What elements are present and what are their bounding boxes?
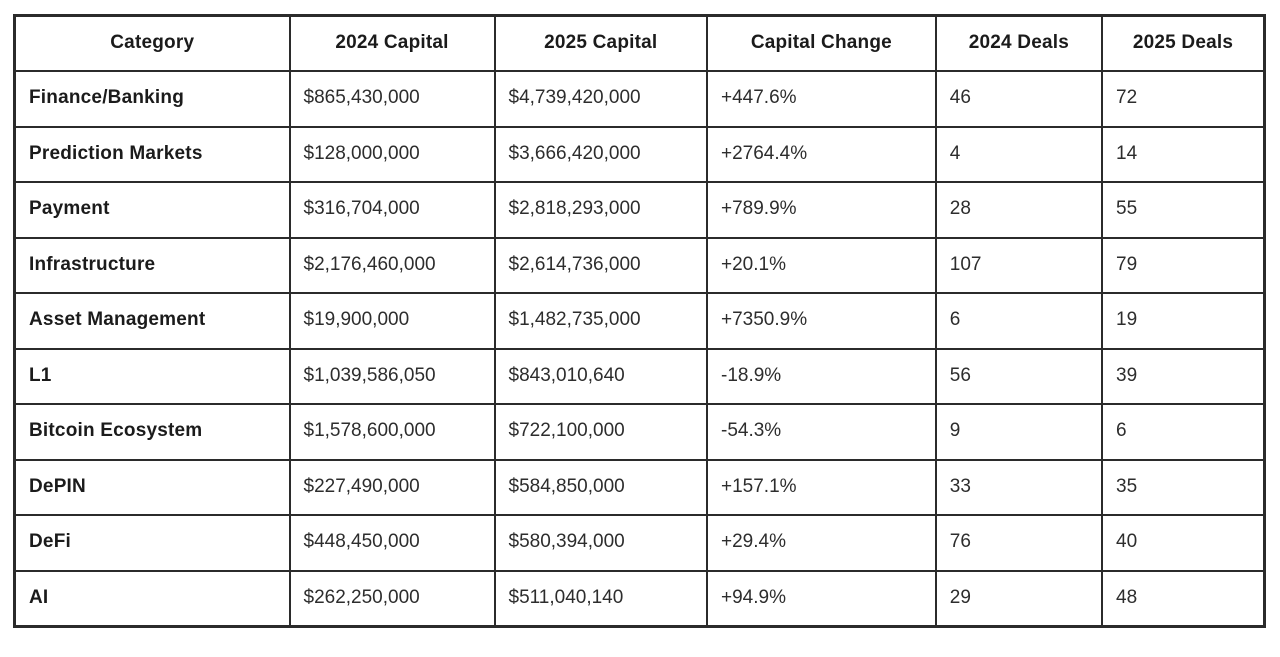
table-header: Category 2024 Capital 2025 Capital Capit… [13, 14, 1266, 72]
table-row: Prediction Markets $128,000,000 $3,666,4… [13, 125, 1266, 183]
column-header-category: Category [13, 14, 291, 72]
capital-2024-cell: $19,900,000 [288, 292, 496, 350]
column-header-2025-deals: 2025 Deals [1101, 14, 1266, 72]
deals-2025-cell: 40 [1101, 514, 1266, 572]
capital-2024-cell: $448,450,000 [288, 514, 496, 572]
deals-2024-cell: 6 [934, 292, 1104, 350]
capital-2025-cell: $2,818,293,000 [493, 181, 708, 239]
table-row: Bitcoin Ecosystem $1,578,600,000 $722,10… [13, 403, 1266, 461]
capital-2024-cell: $128,000,000 [288, 125, 496, 183]
table-row: Infrastructure $2,176,460,000 $2,614,736… [13, 236, 1266, 294]
deals-2025-cell: 79 [1101, 236, 1266, 294]
table-row: AI $262,250,000 $511,040,140 +94.9% 29 4… [13, 569, 1266, 627]
capital-comparison-table: Category 2024 Capital 2025 Capital Capit… [13, 14, 1266, 628]
capital-change-cell: +157.1% [706, 458, 937, 516]
deals-2024-cell: 56 [934, 347, 1104, 405]
capital-change-cell: +20.1% [706, 236, 937, 294]
deals-2025-cell: 19 [1101, 292, 1266, 350]
deals-2025-cell: 55 [1101, 181, 1266, 239]
table-row: DeFi $448,450,000 $580,394,000 +29.4% 76… [13, 514, 1266, 572]
capital-2025-cell: $4,739,420,000 [493, 70, 708, 128]
capital-change-cell: +94.9% [706, 569, 937, 627]
capital-2025-cell: $3,666,420,000 [493, 125, 708, 183]
capital-change-cell: +789.9% [706, 181, 937, 239]
capital-2024-cell: $316,704,000 [288, 181, 496, 239]
capital-change-cell: -54.3% [706, 403, 937, 461]
deals-2024-cell: 33 [934, 458, 1104, 516]
category-cell: AI [13, 569, 291, 627]
capital-2025-cell: $511,040,140 [493, 569, 708, 627]
capital-change-cell: +7350.9% [706, 292, 937, 350]
deals-2024-cell: 107 [934, 236, 1104, 294]
deals-2025-cell: 14 [1101, 125, 1266, 183]
column-header-2024-capital: 2024 Capital [288, 14, 496, 72]
capital-2024-cell: $262,250,000 [288, 569, 496, 627]
header-row: Category 2024 Capital 2025 Capital Capit… [13, 14, 1266, 72]
table-row: Payment $316,704,000 $2,818,293,000 +789… [13, 181, 1266, 239]
category-cell: Payment [13, 181, 291, 239]
category-cell: L1 [13, 347, 291, 405]
capital-2025-cell: $2,614,736,000 [493, 236, 708, 294]
category-cell: DePIN [13, 458, 291, 516]
table-row: DePIN $227,490,000 $584,850,000 +157.1% … [13, 458, 1266, 516]
category-cell: Finance/Banking [13, 70, 291, 128]
deals-2024-cell: 9 [934, 403, 1104, 461]
deals-2025-cell: 6 [1101, 403, 1266, 461]
table-row: Finance/Banking $865,430,000 $4,739,420,… [13, 70, 1266, 128]
table-row: Asset Management $19,900,000 $1,482,735,… [13, 292, 1266, 350]
capital-2025-cell: $722,100,000 [493, 403, 708, 461]
capital-2024-cell: $2,176,460,000 [288, 236, 496, 294]
deals-2025-cell: 39 [1101, 347, 1266, 405]
capital-change-cell: -18.9% [706, 347, 937, 405]
capital-change-cell: +2764.4% [706, 125, 937, 183]
capital-2024-cell: $1,578,600,000 [288, 403, 496, 461]
column-header-2024-deals: 2024 Deals [934, 14, 1104, 72]
deals-2024-cell: 76 [934, 514, 1104, 572]
deals-2025-cell: 48 [1101, 569, 1266, 627]
capital-2025-cell: $584,850,000 [493, 458, 708, 516]
category-cell: Asset Management [13, 292, 291, 350]
deals-2025-cell: 72 [1101, 70, 1266, 128]
column-header-2025-capital: 2025 Capital [493, 14, 708, 72]
capital-2024-cell: $1,039,586,050 [288, 347, 496, 405]
category-cell: Prediction Markets [13, 125, 291, 183]
column-header-capital-change: Capital Change [706, 14, 937, 72]
category-cell: Bitcoin Ecosystem [13, 403, 291, 461]
capital-2025-cell: $843,010,640 [493, 347, 708, 405]
capital-2025-cell: $1,482,735,000 [493, 292, 708, 350]
category-cell: Infrastructure [13, 236, 291, 294]
deals-2024-cell: 28 [934, 181, 1104, 239]
deals-2024-cell: 29 [934, 569, 1104, 627]
capital-change-cell: +29.4% [706, 514, 937, 572]
capital-2024-cell: $865,430,000 [288, 70, 496, 128]
deals-2024-cell: 46 [934, 70, 1104, 128]
table-body: Finance/Banking $865,430,000 $4,739,420,… [13, 70, 1266, 627]
capital-2024-cell: $227,490,000 [288, 458, 496, 516]
deals-2024-cell: 4 [934, 125, 1104, 183]
capital-change-cell: +447.6% [706, 70, 937, 128]
deals-2025-cell: 35 [1101, 458, 1266, 516]
category-cell: DeFi [13, 514, 291, 572]
capital-2025-cell: $580,394,000 [493, 514, 708, 572]
table-row: L1 $1,039,586,050 $843,010,640 -18.9% 56… [13, 347, 1266, 405]
